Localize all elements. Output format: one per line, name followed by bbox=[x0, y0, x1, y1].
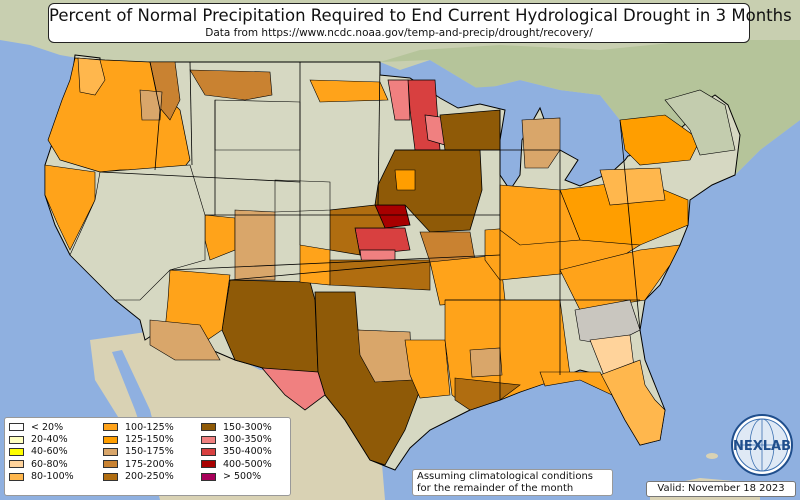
legend-item: 60-80% bbox=[9, 458, 74, 470]
region-colorado-east bbox=[234, 209, 276, 281]
legend-swatch bbox=[201, 435, 216, 444]
legend-swatch bbox=[9, 447, 24, 456]
legend-swatch bbox=[9, 472, 24, 481]
logo-text: NEXLAB bbox=[733, 439, 791, 454]
legend-label: 100-125% bbox=[125, 421, 174, 433]
legend-label: 350-400% bbox=[223, 446, 272, 458]
legend-swatch bbox=[201, 423, 216, 432]
legend-label: 40-60% bbox=[31, 446, 68, 458]
legend-label: < 20% bbox=[31, 421, 64, 433]
region-new-york bbox=[619, 114, 701, 166]
legend-item: < 20% bbox=[9, 421, 74, 433]
legend-label: > 500% bbox=[223, 471, 262, 483]
legend-item: 300-350% bbox=[201, 433, 272, 445]
legend-label: 175-200% bbox=[125, 458, 174, 470]
legend-label: 20-40% bbox=[31, 434, 68, 446]
legend-item: 80-100% bbox=[9, 471, 74, 483]
legend-swatch bbox=[201, 472, 216, 481]
region-minnesota-pink bbox=[387, 79, 411, 121]
region-north-dakota bbox=[309, 79, 389, 103]
assumption-note-line-1: Assuming climatological conditions bbox=[417, 471, 593, 482]
region-montana-east bbox=[189, 69, 273, 101]
legend-label: 60-80% bbox=[31, 458, 68, 470]
legend-item: 400-500% bbox=[201, 458, 272, 470]
legend: < 20% 20-40% 40-60% 60-80% 80-100% 100-1… bbox=[4, 417, 291, 496]
region-nebraska-west bbox=[274, 179, 331, 213]
region-oklahoma-south bbox=[329, 259, 431, 291]
legend-item: 20-40% bbox=[9, 433, 74, 445]
valid-date: Valid: November 18 2023 bbox=[646, 481, 796, 497]
region-washington-coast bbox=[77, 57, 106, 96]
region-arizona-nm bbox=[221, 279, 319, 373]
legend-label: 400-500% bbox=[223, 458, 272, 470]
title-box: Percent of Normal Precipitation Required… bbox=[48, 3, 792, 43]
lake-superior bbox=[440, 86, 522, 108]
legend-swatch bbox=[103, 423, 118, 432]
legend-item: 125-150% bbox=[103, 433, 174, 445]
region-gulf-coast-brown bbox=[454, 377, 521, 411]
region-louisiana bbox=[404, 339, 451, 399]
legend-swatch bbox=[103, 447, 118, 456]
region-wisconsin-michigan bbox=[439, 109, 501, 151]
region-florida bbox=[599, 359, 666, 446]
legend-item: 150-300% bbox=[201, 421, 272, 433]
region-great-basin bbox=[69, 164, 206, 301]
legend-label: 125-150% bbox=[125, 434, 174, 446]
legend-swatch bbox=[9, 435, 24, 444]
legend-swatch bbox=[201, 460, 216, 469]
region-michigan-lp bbox=[521, 117, 561, 169]
legend-item: 175-200% bbox=[103, 458, 174, 470]
legend-label: 200-250% bbox=[125, 471, 174, 483]
nexlab-logo: NEXLAB bbox=[731, 414, 793, 476]
region-pennsylvania bbox=[599, 167, 666, 206]
legend-item: 100-125% bbox=[103, 421, 174, 433]
region-texas-west-pink bbox=[261, 367, 326, 411]
legend-column-3: 150-300% 300-350% 350-400% 400-500% > 50… bbox=[201, 421, 272, 483]
region-wyoming bbox=[214, 99, 301, 151]
legend-label: 150-300% bbox=[223, 421, 272, 433]
legend-swatch bbox=[103, 472, 118, 481]
region-arizona-south bbox=[149, 319, 221, 361]
legend-column-2: 100-125% 125-150% 150-175% 175-200% 200-… bbox=[103, 421, 174, 483]
region-south-tan bbox=[469, 347, 503, 378]
legend-label: 80-100% bbox=[31, 471, 74, 483]
legend-item: 40-60% bbox=[9, 446, 74, 458]
assumption-note-line-2: for the remainder of the month bbox=[417, 483, 574, 494]
region-california-north bbox=[44, 164, 96, 251]
legend-swatch bbox=[103, 460, 118, 469]
legend-item: 350-400% bbox=[201, 446, 272, 458]
region-idaho-central bbox=[139, 89, 163, 121]
legend-label: 300-350% bbox=[223, 434, 272, 446]
legend-swatch bbox=[9, 423, 24, 432]
region-new-mexico-east bbox=[357, 329, 413, 383]
region-new-england-green bbox=[664, 89, 736, 156]
state-borders bbox=[99, 61, 641, 400]
legend-item: 150-175% bbox=[103, 446, 174, 458]
lake-erie bbox=[565, 160, 625, 186]
legend-item: > 500% bbox=[201, 471, 272, 483]
legend-swatch bbox=[103, 435, 118, 444]
map-title: Percent of Normal Precipitation Required… bbox=[49, 6, 792, 25]
region-iowa-orange bbox=[394, 169, 416, 191]
legend-item: 200-250% bbox=[103, 471, 174, 483]
assumption-note: Assuming climatological conditions for t… bbox=[412, 469, 613, 496]
region-oklahoma-orange bbox=[299, 244, 331, 286]
legend-column-1: < 20% 20-40% 40-60% 60-80% 80-100% bbox=[9, 421, 74, 483]
legend-label: 150-175% bbox=[125, 446, 174, 458]
region-florida-panhandle bbox=[539, 371, 613, 396]
legend-swatch bbox=[9, 460, 24, 469]
legend-swatch bbox=[201, 447, 216, 456]
map-subtitle: Data from https://www.ncdc.noaa.gov/temp… bbox=[205, 27, 593, 39]
bahamas bbox=[706, 453, 718, 459]
canada-land bbox=[0, 0, 800, 175]
